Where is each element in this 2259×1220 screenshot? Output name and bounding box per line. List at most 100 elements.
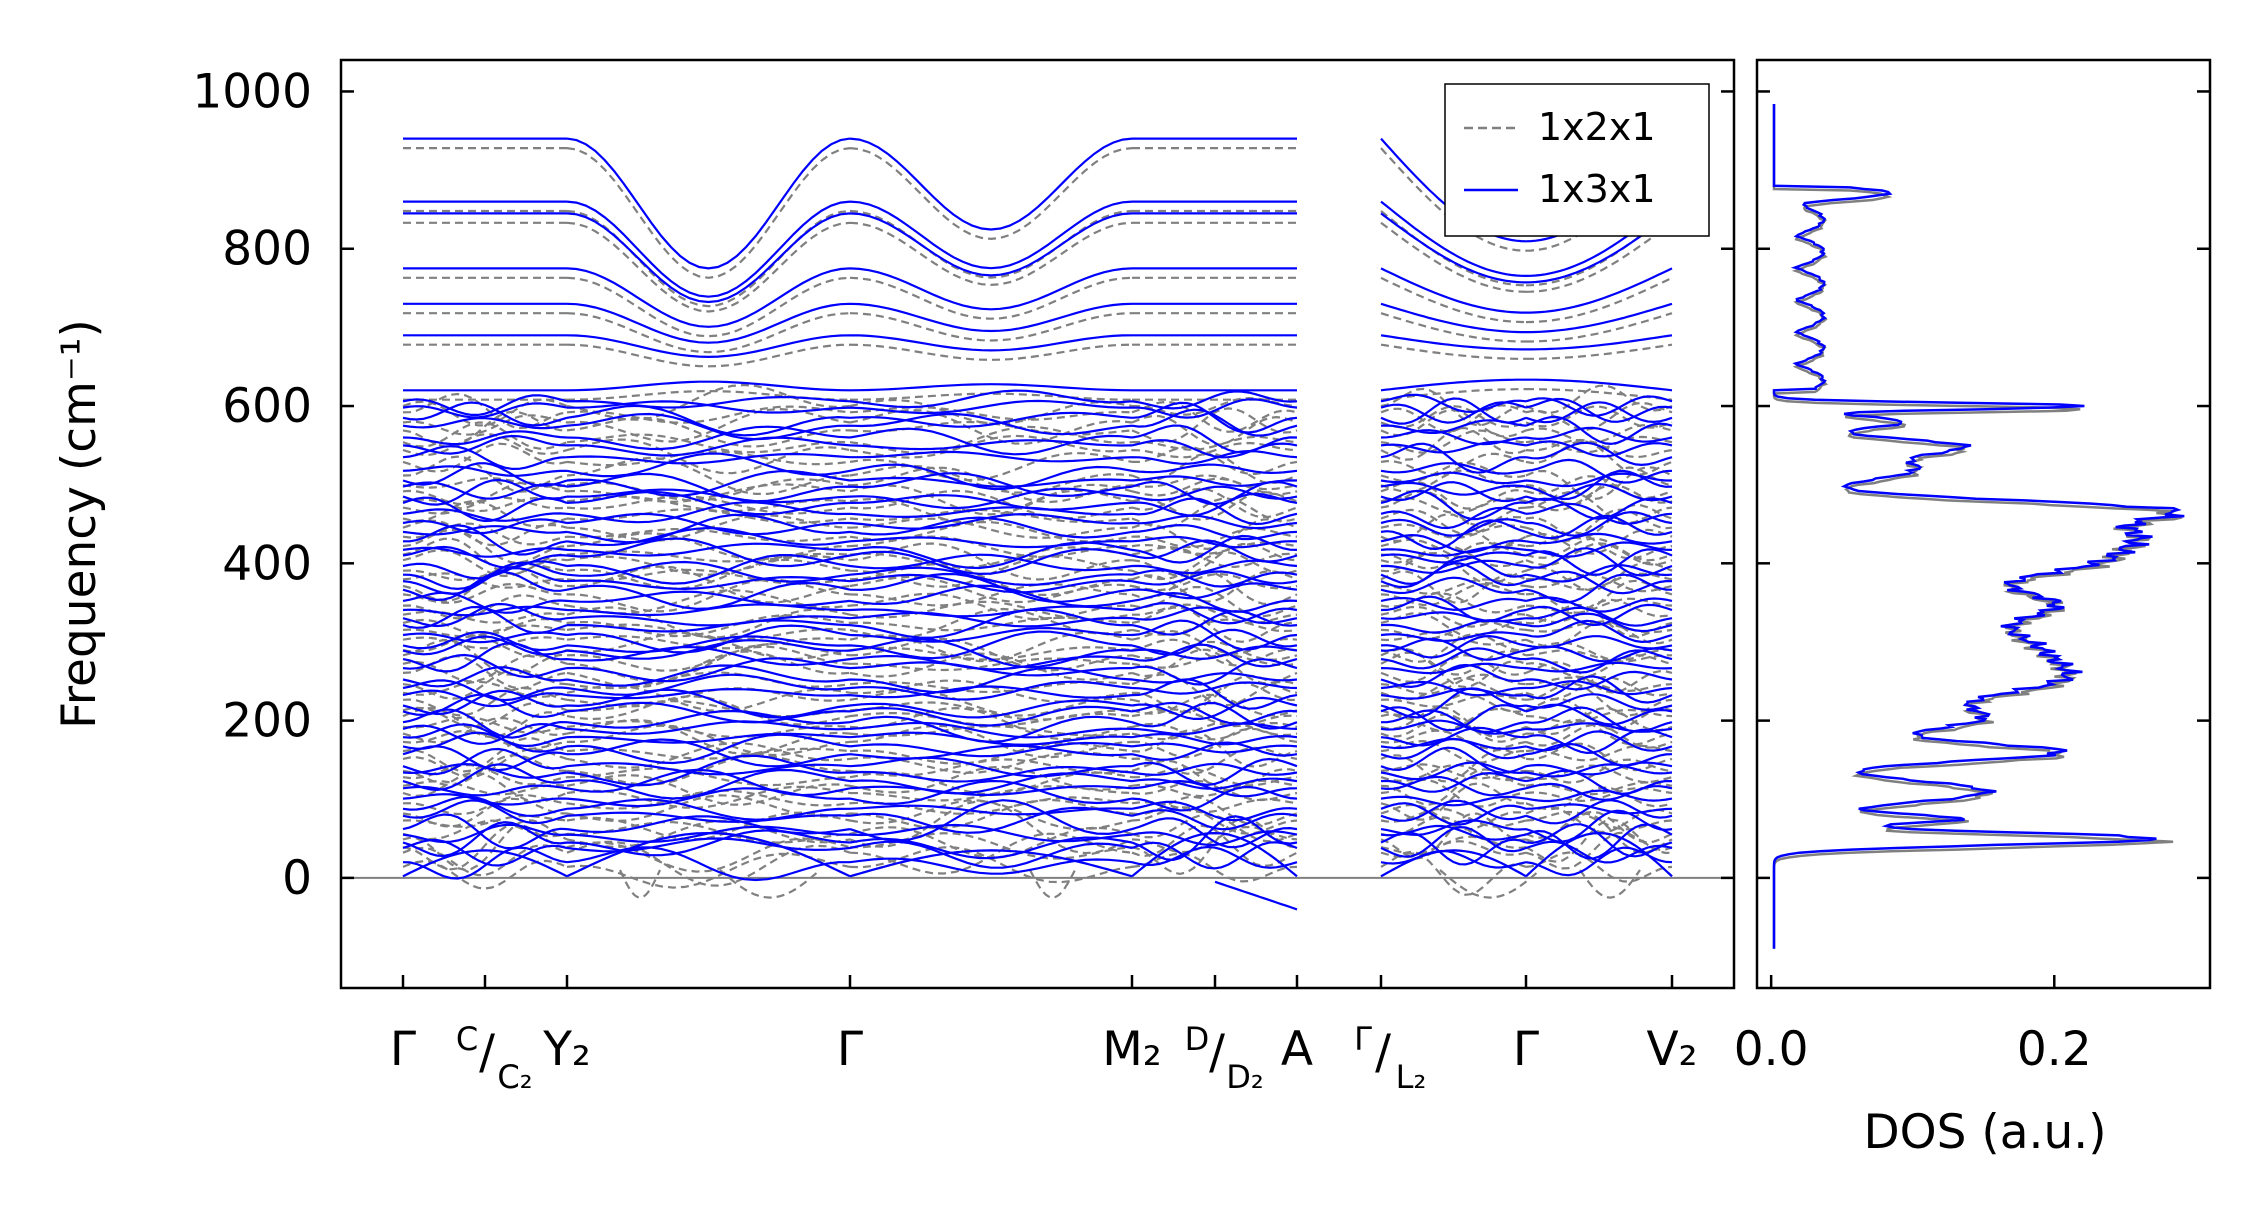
band-line (403, 147, 1673, 279)
y-tick-label: 1000 (192, 64, 312, 119)
band-line (402, 637, 1673, 676)
legend-box (1444, 83, 1710, 237)
y-tick-label: 600 (222, 379, 312, 434)
dos-series-1x3x1 (1772, 104, 2185, 949)
band-line (402, 547, 1673, 585)
band-line (402, 407, 1673, 448)
band-line (403, 388, 1673, 401)
dos-panel-frame (1755, 58, 2212, 990)
svg-text:D₂: D₂ (1226, 1058, 1263, 1096)
svg-text:Y₂: Y₂ (542, 1022, 591, 1077)
dos-x-axis-label: DOS (a.u.) (1863, 1105, 2106, 1160)
band-lines (341, 137, 1734, 911)
band-line (403, 302, 1673, 344)
band-line (402, 584, 1673, 614)
band-line (402, 653, 1673, 686)
band-line (403, 343, 1673, 368)
band-line (402, 754, 1673, 792)
band-line (402, 497, 1673, 530)
band-line (619, 869, 661, 899)
band-line (402, 462, 1672, 497)
band-line (402, 440, 1673, 482)
band-line (402, 799, 1673, 871)
band-line (402, 511, 1673, 537)
band-line (402, 537, 1673, 576)
svg-text:M₂: M₂ (1102, 1022, 1161, 1077)
kpath-label: D / D₂ (1185, 1020, 1264, 1096)
y-tick-label: 0 (282, 851, 312, 906)
svg-text:A: A (1281, 1022, 1313, 1077)
kpath-label: Γ / L₂ (1354, 1020, 1426, 1096)
svg-text:Γ: Γ (1513, 1022, 1539, 1077)
kpath-label: A (1281, 1022, 1313, 1077)
kpath-label: C / C₂ (456, 1020, 533, 1096)
kpath-label: V₂ (1647, 1022, 1698, 1077)
band-line (402, 392, 1673, 433)
svg-text:Γ: Γ (390, 1022, 416, 1077)
band-line (402, 421, 1673, 455)
band-line (402, 817, 1673, 876)
band-line (402, 542, 1673, 581)
band-line (402, 537, 1673, 576)
band-line (403, 221, 1673, 313)
band-line (402, 497, 1673, 540)
band-line (402, 824, 1673, 887)
band-line (1214, 880, 1298, 911)
band-ticks (341, 90, 1734, 988)
band-line (403, 334, 1673, 359)
dos-x-tick-labels: 0.0 0.2 (1734, 1022, 2092, 1077)
band-panel-frame (339, 58, 1736, 990)
band-line (402, 484, 1673, 525)
band-line (402, 424, 1673, 456)
band-line (402, 741, 1673, 783)
svg-text:/: / (1375, 1025, 1391, 1080)
legend: 1x2x1 1x3x1 (1444, 83, 1710, 237)
svg-text:Γ: Γ (837, 1022, 863, 1077)
band-line (1029, 869, 1076, 899)
y-tick-label: 800 (222, 222, 312, 277)
band-line (402, 441, 1673, 474)
band-line (402, 619, 1673, 654)
kpath-labels: Γ C / C₂ Y₂ Γ M₂ D / D₂ A Γ / L₂ Γ V₂ (390, 1020, 1698, 1096)
kpath-label: Y₂ (542, 1022, 591, 1077)
band-line (402, 645, 1673, 689)
band-line (403, 212, 1673, 304)
svg-text:/: / (1209, 1025, 1225, 1080)
svg-text:/: / (479, 1025, 495, 1080)
band-line (402, 713, 1673, 756)
legend-label-1x3x1: 1x3x1 (1538, 167, 1656, 211)
band-line (403, 137, 1673, 270)
band-line (402, 598, 1673, 639)
y-axis-label: Frequency (cm⁻¹) (52, 319, 107, 729)
band-line (402, 723, 1673, 759)
svg-text:V₂: V₂ (1647, 1022, 1698, 1077)
band-line (402, 701, 1673, 744)
band-line (402, 825, 1673, 870)
legend-label-1x2x1: 1x2x1 (1538, 105, 1656, 149)
band-line (719, 869, 821, 899)
band-line (402, 631, 1673, 667)
band-line (402, 452, 1673, 491)
svg-text:L₂: L₂ (1396, 1058, 1427, 1096)
band-line (402, 663, 1673, 694)
band-line (403, 312, 1673, 354)
y-tick-label: 400 (222, 536, 312, 591)
band-line (402, 765, 1673, 806)
band-line (402, 534, 1673, 570)
band-line (403, 378, 1673, 392)
band-line (402, 603, 1673, 643)
kpath-label: M₂ (1102, 1022, 1161, 1077)
svg-text:C₂: C₂ (497, 1058, 532, 1096)
band-line (402, 434, 1673, 459)
dos-x-tick-label: 0.2 (2017, 1022, 2092, 1077)
band-line (403, 267, 1673, 328)
band-line (403, 276, 1673, 338)
band-line (402, 489, 1673, 523)
band-line (402, 673, 1673, 702)
kpath-label: Γ (837, 1022, 863, 1077)
band-line (402, 562, 1673, 595)
band-line (402, 397, 1673, 437)
band-line (402, 620, 1673, 663)
